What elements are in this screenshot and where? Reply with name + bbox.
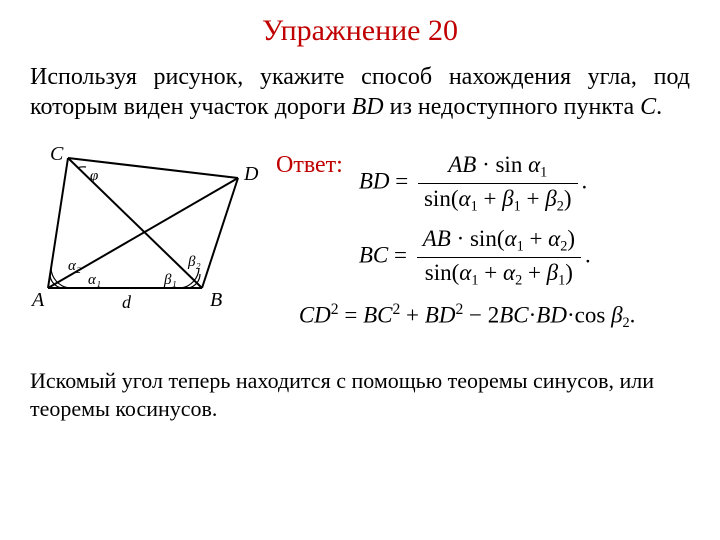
eq1-num-AB: AB (448, 152, 476, 177)
eq1-den-s1: 1 (471, 198, 478, 214)
formula-BC: BC = AB · sin(α1 + α2) sin(α1 + α2 + β1)… (359, 226, 636, 288)
eq3-dot2: · (567, 302, 575, 327)
exercise-title: Упражнение 20 (30, 14, 690, 48)
eq2-den-a2: α (503, 260, 515, 285)
eq3-BD: BD (425, 302, 456, 327)
eq3-minus2: − 2 (463, 302, 499, 327)
eq3-BD2: BD (536, 302, 567, 327)
svg-text:α₁: α₁ (88, 272, 101, 288)
eq3-beta: β (611, 302, 622, 327)
eq1-den-s2: 1 (514, 198, 521, 214)
problem-statement: Используя рисунок, укажите способ нахожд… (30, 62, 690, 122)
eq1-num-alpha: α (528, 152, 540, 177)
svg-text:φ: φ (90, 168, 98, 184)
eq3-period: . (630, 302, 636, 327)
eq1-den-s3: 2 (557, 198, 564, 214)
svg-text:A: A (30, 289, 45, 311)
eq2-num-s1: 1 (517, 239, 524, 255)
eq2-equals: = (394, 243, 413, 268)
problem-point-C: C (640, 94, 656, 120)
eq1-den-a2: β (502, 186, 513, 211)
problem-segment-BD: BD (352, 94, 384, 120)
eq1-fraction: AB · sin α1 sin(α1 + β1 + β2) (418, 152, 578, 214)
svg-text:β₁: β₁ (163, 272, 177, 288)
eq1-den-p2: + (521, 186, 545, 211)
content-row: ABCDα₁α₂β₁β₂φd Ответ: BD = AB · sin α1 s… (30, 132, 690, 343)
footer-note: Искомый угол теперь находится с помощью … (30, 367, 690, 422)
eq2-num-a2: α (548, 226, 560, 251)
problem-mid: из недоступного пункта (384, 94, 641, 120)
eq3-cos: cos (575, 302, 606, 327)
formula-BD: BD = AB · sin α1 sin(α1 + β1 + β2) . (359, 152, 636, 214)
svg-text:β₂: β₂ (187, 254, 201, 270)
eq2-num-AB: AB (423, 226, 451, 251)
eq3-sup1: 2 (331, 301, 339, 318)
eq3-BC2: BC (499, 302, 528, 327)
eq2-den-a1: α (459, 260, 471, 285)
eq2-den-p2: + (522, 260, 546, 285)
eq1-num-sin: sin (495, 152, 522, 177)
eq2-den-close: ) (565, 260, 573, 285)
svg-text:α₂: α₂ (68, 258, 81, 274)
eq2-num-close: ) (567, 226, 575, 251)
svg-text:d: d (122, 292, 132, 312)
footer-text: Искомый угол теперь находится с помощью … (30, 368, 654, 421)
eq1-period: . (582, 168, 588, 193)
eq2-den-p1: + (479, 260, 503, 285)
eq3-eq: = (339, 302, 363, 327)
eq1-den-a1: α (458, 186, 470, 211)
eq1-den-close: ) (564, 186, 572, 211)
formulas-block: BD = AB · sin α1 sin(α1 + β1 + β2) . BC … (359, 152, 636, 343)
eq1-num-sub1: 1 (540, 164, 547, 180)
eq2-den-sin: sin( (425, 260, 460, 285)
eq1-den-a3: β (545, 186, 556, 211)
eq3-sub2: 2 (623, 314, 630, 330)
eq2-den-a3: β (547, 260, 558, 285)
eq2-num-plus: + (524, 226, 548, 251)
eq2-period: . (585, 243, 591, 268)
diagram-container: A B C Dα₁ α₂ β₁ β₂ φ d (30, 138, 260, 313)
eq3-CD: CD (299, 302, 331, 327)
geometry-diagram: A B C Dα₁ α₂ β₁ β₂ φ d (30, 138, 260, 313)
eq2-lhs: BC (359, 243, 388, 268)
eq2-fraction: AB · sin(α1 + α2) sin(α1 + α2 + β1) (417, 226, 581, 288)
svg-text:D: D (243, 163, 259, 185)
problem-suffix: . (656, 94, 662, 120)
title-text: Упражнение 20 (262, 14, 458, 47)
eq1-equals: = (395, 168, 414, 193)
answer-column: Ответ: BD = AB · sin α1 sin(α1 + β1 + β2… (276, 132, 690, 343)
eq3-BC: BC (363, 302, 392, 327)
answer-label: Ответ: (276, 152, 343, 179)
eq2-num-sin: sin( (470, 226, 505, 251)
eq3-plus: + (400, 302, 424, 327)
eq1-lhs: BD (359, 168, 390, 193)
eq2-den-s1: 1 (471, 272, 478, 288)
formula-CD2: CD2 = BC2 + BD2 − 2BC·BD·cos β2. (299, 301, 636, 332)
eq1-den-sin: sin( (424, 186, 459, 211)
eq2-num-a1: α (504, 226, 516, 251)
svg-text:C: C (50, 143, 64, 165)
svg-text:B: B (210, 289, 222, 311)
eq1-den-p1: + (478, 186, 502, 211)
